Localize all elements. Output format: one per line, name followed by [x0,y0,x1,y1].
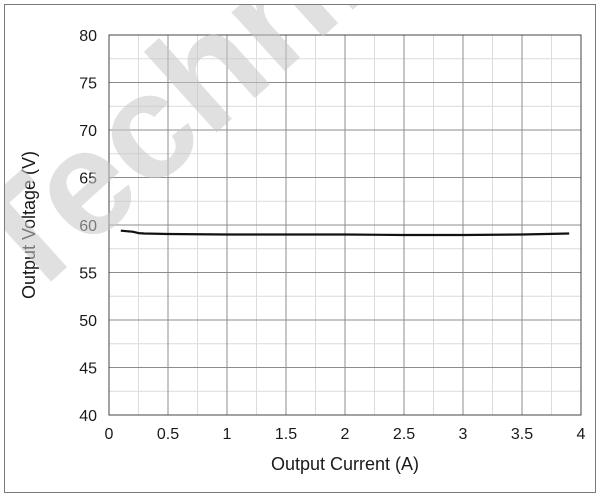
x-tick-label: 0.5 [157,426,179,443]
x-tick-label: 1.5 [275,426,297,443]
x-tick-label: 0 [105,426,114,443]
x-tick-label: 1 [223,426,232,443]
y-tick-label: 70 [79,123,97,140]
x-tick-label: 4 [577,426,586,443]
plot-border [108,34,582,416]
y-tick-label: 40 [79,408,97,425]
y-tick-label: 75 [79,76,97,93]
y-tick-labels: 40 45 50 55 60 65 70 75 80 [79,28,97,425]
chart-frame: 40 45 50 55 60 65 70 75 80 0 0.5 1 1.5 2 2.5 3 3.5 4 Out… [4,4,596,493]
x-tick-label: 3.5 [511,426,533,443]
series-layer [120,229,570,237]
major-grid [108,34,582,416]
y-tick-label: 55 [79,266,97,283]
y-tick-label: 50 [79,313,97,330]
y-axis-title: Output Voltage (V) [19,151,39,299]
y-tick-label: 60 [79,218,97,235]
x-tick-label: 2.5 [393,426,415,443]
series-line [120,229,570,237]
x-tick-labels: 0 0.5 1 1.5 2 2.5 3 3.5 4 [105,426,586,443]
x-axis-title: Output Current (A) [271,454,419,474]
y-tick-label: 80 [79,28,97,45]
x-tick-label: 2 [341,426,350,443]
y-tick-label: 45 [79,361,97,378]
chart-svg: 40 45 50 55 60 65 70 75 80 0 0.5 1 1.5 2 2.5 3 3.5 4 Out… [5,5,586,474]
x-tick-label: 3 [459,426,468,443]
watermark-text: Techni [5,5,397,329]
y-tick-label: 65 [79,171,97,188]
